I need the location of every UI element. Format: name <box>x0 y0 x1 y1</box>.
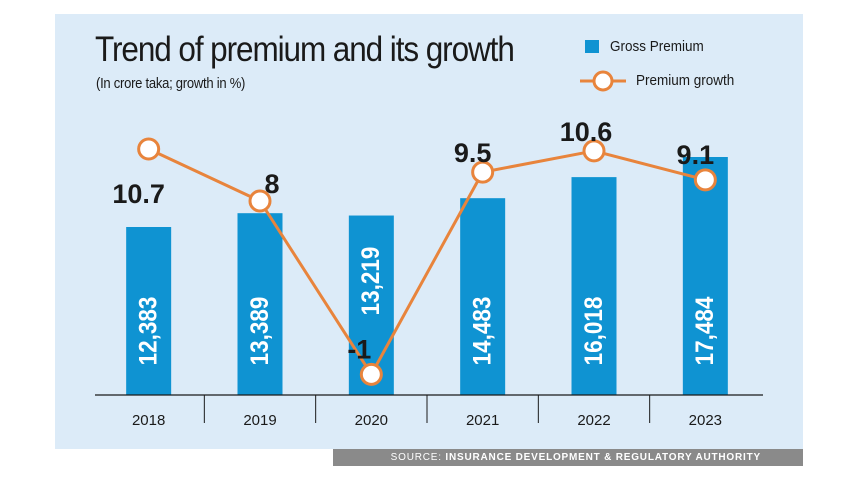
x-tick-label-2019: 2019 <box>243 412 276 429</box>
chart-subtitle: (In crore taka; growth in %) <box>96 76 246 92</box>
point-premium-growth-2018 <box>137 137 161 161</box>
source-name: INSURANCE DEVELOPMENT & REGULATORY AUTHO… <box>445 452 761 463</box>
x-tick-label-2023: 2023 <box>689 412 722 429</box>
x-tick-label-2022: 2022 <box>577 412 610 429</box>
bar-gross-premium-2023 <box>682 157 728 395</box>
bar-label-2018: 12,383 <box>134 297 162 366</box>
chart-title: Trend of premium and its growth <box>95 30 515 69</box>
bar-label-2021: 14,483 <box>468 297 496 366</box>
point-premium-growth-2023 <box>693 168 717 192</box>
bar-gross-premium-2018 <box>126 227 172 395</box>
legend-line-premium-growth <box>580 70 626 92</box>
point-premium-growth-2022 <box>582 139 606 163</box>
point-premium-growth-2021 <box>471 160 495 184</box>
point-premium-growth-2020 <box>359 362 383 386</box>
bar-label-2022: 16,018 <box>580 297 608 366</box>
bar-gross-premium-2021 <box>460 198 506 395</box>
source-prefix: SOURCE: <box>390 452 446 463</box>
bar-gross-premium-2019 <box>237 213 283 395</box>
x-tick-label-2021: 2021 <box>466 412 499 429</box>
bar-label-2020: 13,219 <box>357 247 385 316</box>
point-premium-growth-2019 <box>248 189 272 213</box>
bar-label-2023: 17,484 <box>691 296 719 366</box>
legend-label-premium-growth: Premium growth <box>636 72 735 89</box>
legend-label-gross-premium: Gross Premium <box>610 38 704 55</box>
growth-label-2022: 10.6 <box>560 117 613 147</box>
growth-label-2019: 8 <box>264 169 279 199</box>
bar-gross-premium-2022 <box>571 177 617 395</box>
growth-label-2021: 9.5 <box>454 138 492 168</box>
x-tick-label-2018: 2018 <box>132 412 165 429</box>
bar-label-2019: 13,389 <box>246 297 274 366</box>
legend-swatch-gross-premium <box>585 40 599 53</box>
chart-panel <box>55 14 803 449</box>
source-bar: SOURCE: INSURANCE DEVELOPMENT & REGULATO… <box>333 449 803 466</box>
line-premium-growth <box>148 147 706 376</box>
growth-label-2020: -1 <box>347 334 371 364</box>
x-tick-label-2020: 2020 <box>355 412 388 429</box>
growth-label-2023: 9.1 <box>677 140 715 170</box>
growth-label-2018: 10.7 <box>112 179 165 209</box>
